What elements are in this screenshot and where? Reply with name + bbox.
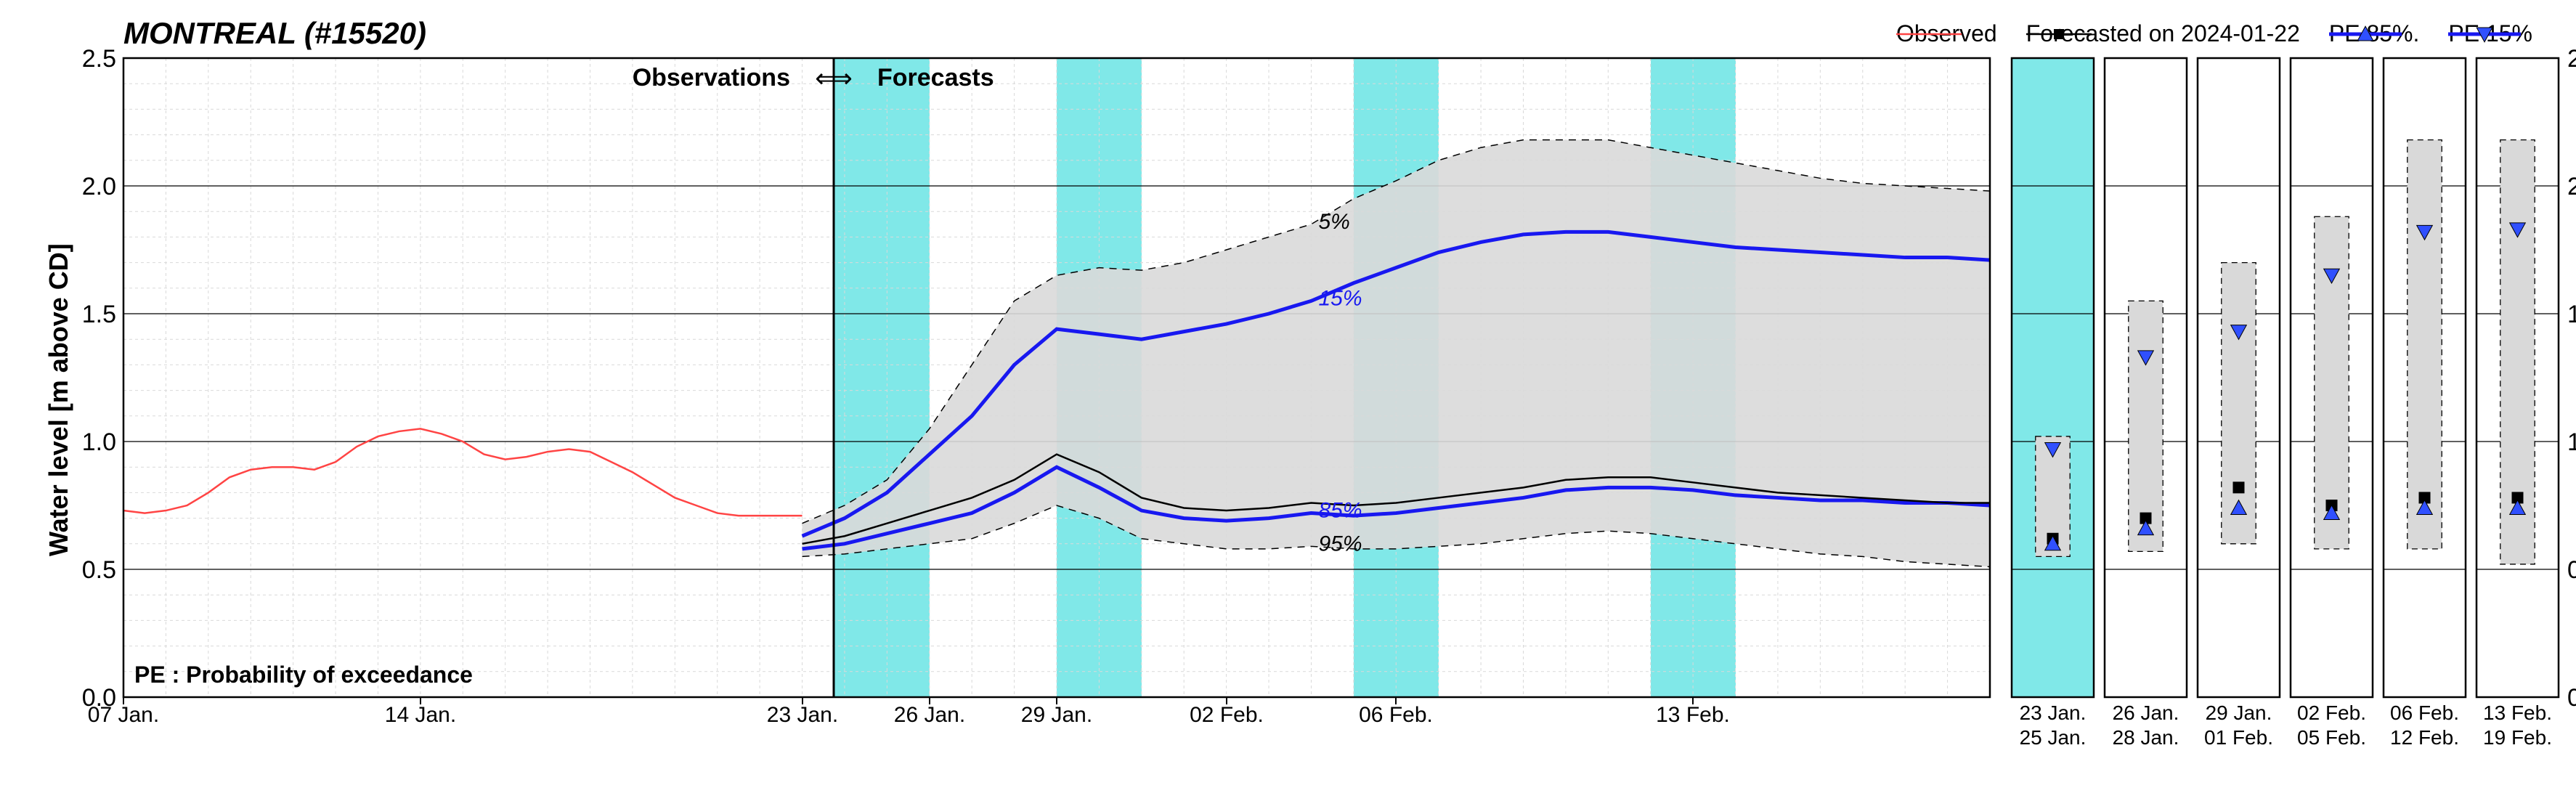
xtick: 29 Jan. <box>1013 703 1100 728</box>
ytick: 1.5 <box>69 301 116 329</box>
ytick-right: 1.0 <box>2567 428 2576 457</box>
xtick: 14 Jan. <box>377 703 464 728</box>
pct15-label: 15% <box>1318 286 1362 310</box>
mini-xtick-top: 13 Feb. <box>2469 702 2566 725</box>
pct5-label: 5% <box>1318 210 1349 234</box>
mini-panel <box>2105 58 2187 697</box>
xtick: 02 Feb. <box>1183 703 1270 728</box>
y-axis-label: Water level [m above CD] <box>44 244 74 557</box>
mini-xtick-bot: 19 Feb. <box>2469 726 2566 749</box>
legend-observed: Observed <box>1896 20 1997 47</box>
mini-xtick-top: 06 Feb. <box>2376 702 2473 725</box>
xtick: 13 Feb. <box>1649 703 1736 728</box>
legend: Observed Forecasted on 2024-01-22 PE 85%. P… <box>1896 20 2532 47</box>
legend-pe85: PE 85%. <box>2329 20 2420 47</box>
mini-panel <box>2198 58 2280 697</box>
mini-band <box>2315 216 2349 549</box>
ytick: 2.5 <box>69 45 116 73</box>
weekend-band <box>834 58 930 697</box>
xtick: 26 Jan. <box>886 703 973 728</box>
xtick: 06 Feb. <box>1352 703 1439 728</box>
main-plot: Observations ⟺ Forecasts 5% 15% 85% 95% PE : Pr… <box>123 58 1990 697</box>
mini-xtick-top: 29 Jan. <box>2190 702 2287 725</box>
forecasts-label: Forecasts <box>877 64 994 92</box>
observations-label: Observations <box>633 64 790 92</box>
mini-panel <box>2477 58 2559 697</box>
xtick: 07 Jan. <box>80 703 167 728</box>
ytick-right: 0.0 <box>2567 684 2576 712</box>
ytick-right: 1.5 <box>2567 301 2576 329</box>
arrow-glyph: ⟺ <box>815 63 853 93</box>
mini-panel <box>2291 58 2373 697</box>
chart-frame: MONTREAL (#15520) Observed Forecasted on 2… <box>7 7 2576 786</box>
ytick-right: 0.5 <box>2567 556 2576 585</box>
mini-forecast-marker <box>2233 481 2245 493</box>
legend-forecasted: Forecasted on 2024-01-22 <box>2026 20 2300 47</box>
mini-xtick-bot: 01 Feb. <box>2190 726 2287 749</box>
mini-xtick-bot: 25 Jan. <box>2004 726 2101 749</box>
pe-explain: PE : Probability of exceedance <box>134 662 473 688</box>
ytick: 1.0 <box>69 428 116 457</box>
chart-title: MONTREAL (#15520) <box>123 16 426 51</box>
pct85-label: 85% <box>1318 499 1362 523</box>
mini-panel <box>2384 58 2466 697</box>
mini-band <box>2408 140 2442 549</box>
mini-panel <box>2012 58 2094 697</box>
ytick-right: 2.5 <box>2567 45 2576 73</box>
ytick: 2.0 <box>69 173 116 201</box>
mini-xtick-top: 02 Feb. <box>2283 702 2380 725</box>
legend-pe15: PE 15% <box>2448 20 2532 47</box>
ytick-right: 2.0 <box>2567 173 2576 201</box>
pct95-label: 95% <box>1318 532 1362 556</box>
ytick: 0.5 <box>69 556 116 585</box>
xtick: 23 Jan. <box>759 703 846 728</box>
mini-xtick-bot: 12 Feb. <box>2376 726 2473 749</box>
mini-xtick-bot: 05 Feb. <box>2283 726 2380 749</box>
mini-xtick-top: 23 Jan. <box>2004 702 2101 725</box>
mini-xtick-top: 26 Jan. <box>2097 702 2194 725</box>
mini-xtick-bot: 28 Jan. <box>2097 726 2194 749</box>
